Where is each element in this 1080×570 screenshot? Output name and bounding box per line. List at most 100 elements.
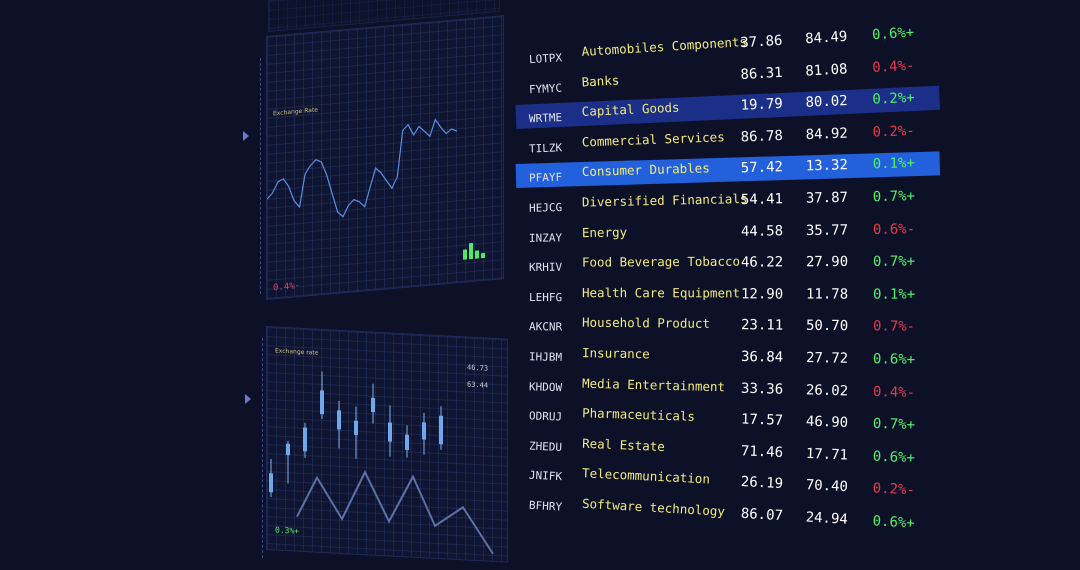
ticker-code: AKCNR: [528, 320, 563, 334]
secondary-value: 27.72: [805, 350, 849, 367]
top-panel-arrow-icon[interactable]: [243, 131, 249, 141]
mini-bar: [481, 252, 485, 259]
ticker-code: KHDOW: [528, 379, 563, 394]
ticker-code: FYMYC: [528, 81, 563, 96]
secondary-value: 80.02: [805, 93, 849, 112]
change-percent: 0.1%+: [872, 286, 916, 303]
candle-body: [388, 422, 392, 442]
secondary-value: 46.90: [805, 413, 849, 432]
price-value: 86.31: [740, 64, 784, 83]
mini-bar: [469, 242, 473, 260]
change-percent: 0.6%-: [872, 221, 916, 238]
candle-body: [439, 415, 443, 445]
exchange-rate-candle-panel: Exchange rate 46.73 63.44 0.3%+: [266, 326, 508, 563]
change-percent: 0.6%+: [872, 513, 916, 532]
price-value: 71.46: [740, 443, 784, 461]
ticker-code: TILZK: [528, 141, 563, 156]
ticker-code: INZAY: [528, 230, 563, 245]
ticker-code: LOTPX: [528, 51, 563, 67]
exchange-rate-line-chart: [267, 118, 485, 260]
change-percent: 0.7%+: [872, 188, 916, 206]
price-value: 54.41: [740, 191, 784, 209]
top-panel-guide-line: [260, 58, 261, 294]
table-row[interactable]: HEJCG Diversified Financials 54.41 37.87 0.7…: [516, 187, 946, 220]
change-percent: 0.2%+: [872, 90, 915, 108]
table-row[interactable]: KRHIV Food Beverage Tobacco 46.22 27.90 0.7%…: [516, 253, 946, 280]
price-value: 12.90: [740, 286, 784, 303]
price-value: 23.11: [740, 317, 784, 334]
candle-body: [337, 410, 341, 430]
price-value: 86.78: [740, 127, 784, 146]
price-value: 86.07: [740, 505, 784, 525]
ticker-code: KRHIV: [528, 260, 563, 275]
change-percent: 0.2%-: [872, 480, 916, 499]
table-row[interactable]: LEHFG Health Care Equipment 12.90 11.78 0.1%…: [516, 285, 946, 310]
sector-name: Insurance: [581, 345, 650, 362]
secondary-value: 11.78: [805, 286, 849, 303]
candle-body: [354, 420, 358, 436]
bottom-panel-arrow-icon[interactable]: [245, 394, 251, 404]
price-value: 57.42: [740, 159, 784, 177]
exchange-rate-line-panel: Exchange Rate 0.4%-: [266, 15, 504, 300]
secondary-value: 81.08: [805, 60, 848, 80]
mini-bar-indicator: [463, 242, 485, 260]
sector-name: Energy: [581, 224, 628, 240]
sector-name: Real Estate: [581, 435, 666, 454]
ticker-code: ZHEDU: [528, 439, 563, 454]
secondary-value: 84.92: [805, 125, 849, 143]
ticker-code: LEHFG: [528, 290, 563, 304]
change-percent: 0.2%-: [872, 122, 916, 141]
candle-body: [269, 473, 273, 493]
candle-body: [422, 422, 426, 440]
secondary-value: 17.71: [805, 445, 849, 464]
candlestick-series: [269, 371, 443, 498]
price-value: 44.58: [740, 222, 784, 240]
price-value: 36.84: [740, 348, 784, 366]
sector-name: Health Care Equipment: [581, 284, 741, 301]
change-percent: 0.6%+: [872, 448, 916, 467]
exchange-rate-candle-chart: [269, 371, 494, 555]
mini-bar: [475, 250, 479, 259]
ticker-code: WRTME: [528, 111, 563, 126]
sector-name: Media Entertainment: [581, 375, 726, 394]
change-percent: 0.7%+: [872, 416, 916, 434]
candle-body: [405, 434, 409, 451]
sector-name: Banks: [581, 72, 620, 90]
candle-body: [320, 390, 324, 415]
ticker-code: JNIFK: [528, 469, 563, 484]
change-percent: 0.4%-: [872, 383, 916, 401]
table-row[interactable]: INZAY Energy 44.58 35.77 0.6%-: [516, 220, 946, 250]
secondary-value: 26.02: [805, 381, 849, 399]
candle-body: [371, 397, 375, 413]
secondary-value: 35.77: [805, 221, 849, 239]
secondary-value: 84.49: [804, 28, 848, 48]
candle-body: [303, 427, 307, 452]
change-percent: 0.7%-: [872, 318, 916, 336]
secondary-value: 50.70: [805, 318, 849, 335]
price-value: 46.22: [740, 254, 784, 271]
ticker-code: BFHRY: [528, 498, 563, 514]
candle-body: [286, 443, 290, 456]
price-value: 26.19: [740, 474, 784, 493]
secondary-value: 24.94: [805, 509, 849, 528]
price-value: 19.79: [740, 96, 784, 114]
pattern-overlay-line: [296, 469, 494, 555]
table-row[interactable]: AKCNR Household Product 23.11 50.70 0.7%-: [516, 314, 946, 342]
change-percent: 0.7%+: [872, 253, 916, 271]
price-value: 17.57: [740, 411, 784, 430]
change-percent: 0.6%+: [872, 351, 916, 368]
sector-name: Food Beverage Tobacco: [581, 253, 741, 270]
table-row[interactable]: PFAYF Consumer Durables 57.42 13.32 0.1%+: [515, 151, 947, 191]
exchange-rate-line: [267, 118, 458, 218]
ticker-code: HEJCG: [528, 200, 563, 215]
secondary-value: 13.32: [805, 157, 849, 175]
bottom-panel-guide-line: [262, 338, 263, 558]
secondary-value: 37.87: [805, 189, 849, 207]
table-row[interactable]: IHJBM Insurance 36.84 27.72 0.6%+: [516, 344, 946, 376]
change-percent: 0.4%-: [871, 57, 915, 76]
sector-name: Household Product: [581, 315, 711, 332]
secondary-value: 27.90: [805, 254, 849, 271]
ticker-code: PFAYF: [528, 171, 563, 186]
mini-bar: [463, 249, 467, 260]
